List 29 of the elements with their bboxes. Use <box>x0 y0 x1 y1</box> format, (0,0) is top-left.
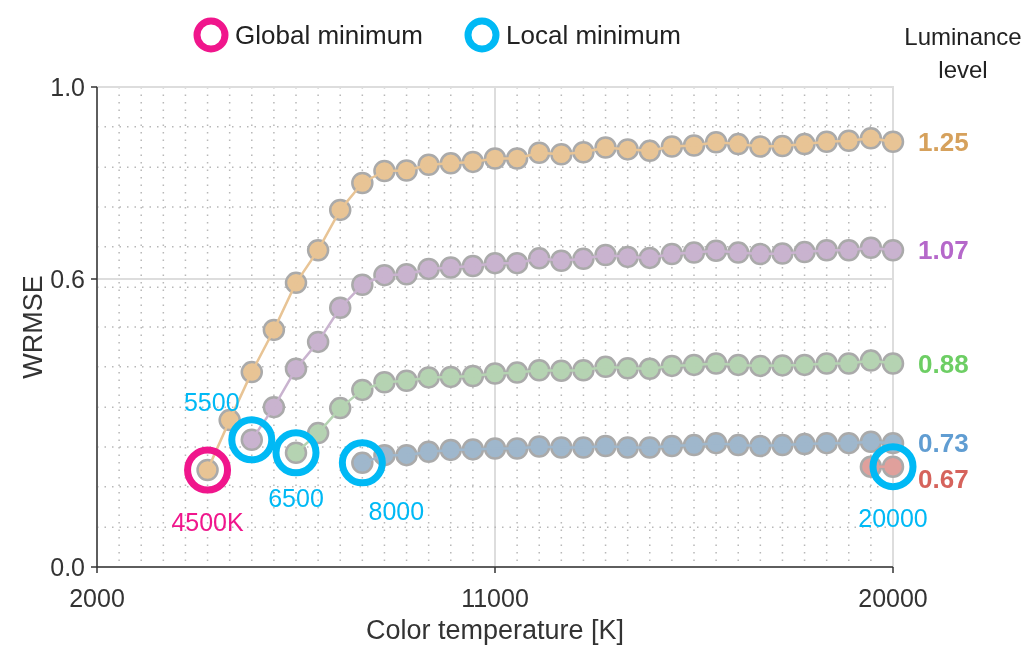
x-tick-label: 11000 <box>461 584 529 612</box>
annotation: 4500K <box>171 507 245 536</box>
annotation: 20000 <box>858 504 928 533</box>
series-label: 0.73 <box>918 428 969 459</box>
x-tick-label: 20000 <box>858 584 928 612</box>
legend-label: Global minimum <box>235 20 423 51</box>
point <box>869 443 917 491</box>
y-tick-label: 0.0 <box>50 552 85 581</box>
series-label: 1.07 <box>918 235 969 266</box>
x-axis-title: Color temperature [K] <box>365 615 625 645</box>
point <box>881 238 905 262</box>
annotation: 8000 <box>368 496 425 525</box>
point <box>881 352 905 375</box>
series-label: 0.67 <box>918 464 969 495</box>
legend-label: Local minimum <box>506 20 681 51</box>
point <box>272 429 320 477</box>
y-tick-label: 1.0 <box>50 72 85 101</box>
point <box>228 416 276 464</box>
series-label: 0.88 <box>918 348 969 379</box>
annotation: 5500 <box>183 387 240 416</box>
y-tick-label: 0.6 <box>50 264 85 293</box>
point <box>881 130 905 153</box>
annotation: 6500 <box>268 483 324 512</box>
y-axis-title: WRMSE <box>18 275 48 379</box>
x-tick-label: 2000 <box>69 584 125 612</box>
legend-title: Luminance level <box>904 23 1022 83</box>
point <box>184 446 232 494</box>
point <box>338 439 386 487</box>
series-label: 1.25 <box>918 126 969 157</box>
